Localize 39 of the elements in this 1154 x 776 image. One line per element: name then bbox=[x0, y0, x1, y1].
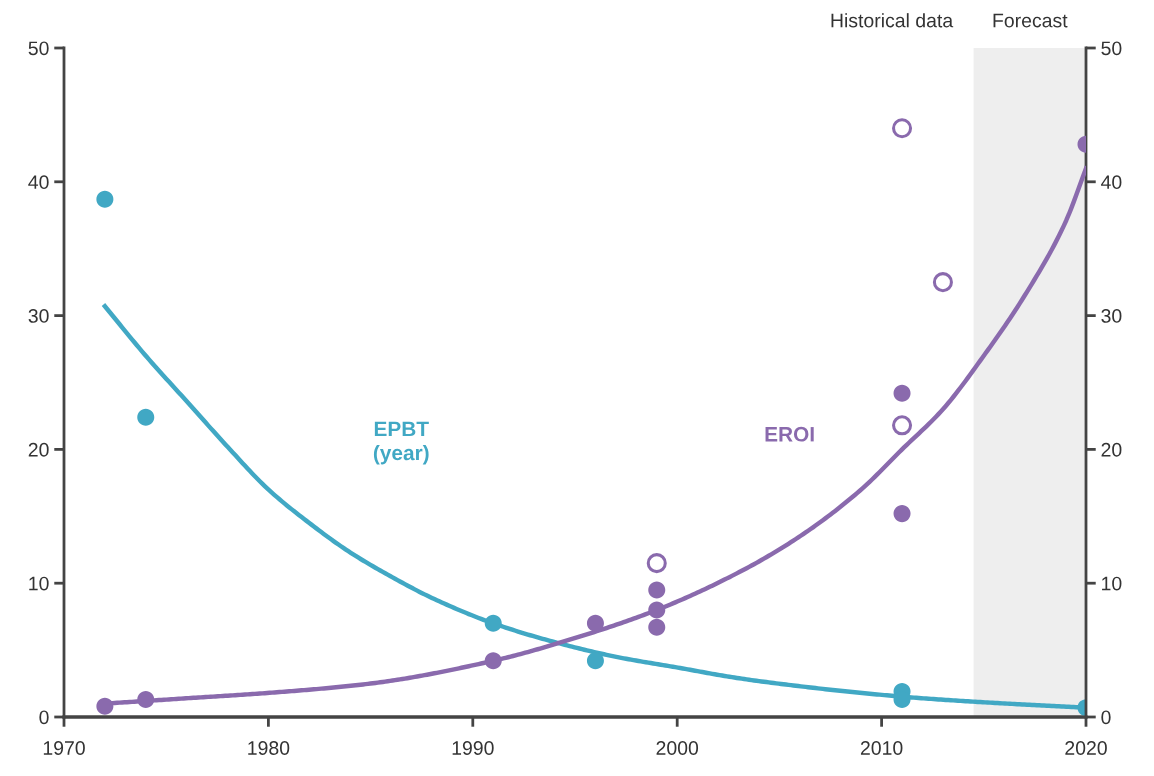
y-tick-label: 40 bbox=[28, 175, 49, 190]
text: EPBT (year) bbox=[373, 421, 429, 465]
point bbox=[137, 408, 155, 426]
point bbox=[484, 614, 502, 632]
point bbox=[892, 415, 913, 436]
x-tick-label: 1980 bbox=[248, 741, 290, 755]
point bbox=[648, 618, 666, 636]
y2-tick-label: 0 bbox=[1101, 710, 1111, 725]
point bbox=[892, 118, 913, 139]
y2-tick-label: 20 bbox=[1101, 442, 1122, 457]
y-tick-label: 30 bbox=[28, 309, 49, 323]
text: EROI bbox=[765, 426, 814, 442]
point bbox=[586, 652, 604, 670]
text: Historical data bbox=[831, 13, 954, 28]
y2-tick-label: 40 bbox=[1101, 175, 1122, 190]
x-tick-label: 2010 bbox=[860, 741, 903, 755]
point bbox=[586, 614, 604, 632]
y-tick-label: 0 bbox=[39, 710, 49, 725]
point bbox=[484, 652, 502, 670]
y2-tick-label: 10 bbox=[1102, 576, 1122, 591]
y2-tick-label: 30 bbox=[1101, 309, 1122, 323]
x-tick-label: 2000 bbox=[656, 741, 699, 755]
y-tick-label: 50 bbox=[28, 41, 49, 56]
point bbox=[648, 581, 666, 599]
y-tick-label: 20 bbox=[28, 442, 49, 457]
x-tick-label: 1990 bbox=[452, 741, 494, 755]
point bbox=[137, 691, 155, 709]
y-tick-label: 10 bbox=[29, 576, 49, 591]
y2-tick-label: 50 bbox=[1101, 41, 1122, 56]
x-tick-label: 2020 bbox=[1065, 741, 1107, 755]
point bbox=[96, 190, 114, 208]
point bbox=[96, 697, 114, 715]
band-label: Forecast bbox=[993, 13, 1068, 28]
point bbox=[893, 384, 911, 402]
point bbox=[932, 272, 953, 293]
point bbox=[646, 553, 667, 574]
x-tick-label: 1970 bbox=[43, 741, 85, 755]
point bbox=[893, 505, 911, 523]
point bbox=[648, 601, 666, 619]
